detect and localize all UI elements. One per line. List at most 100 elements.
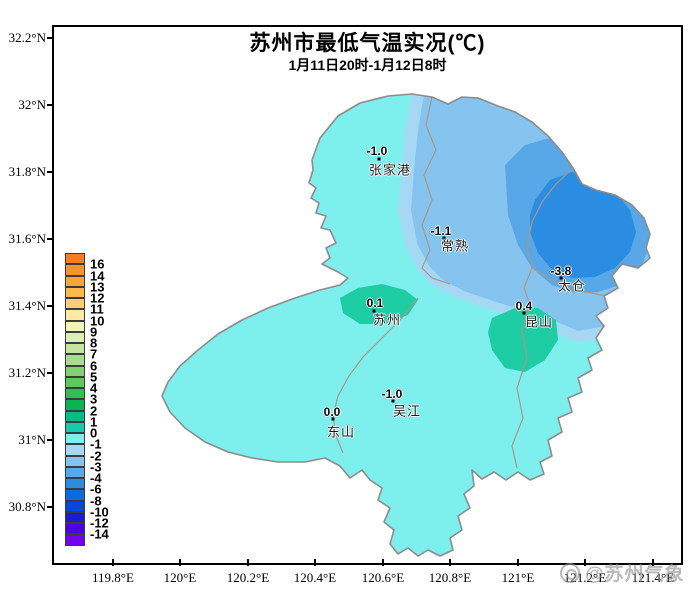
station-value-0: -1.0 — [366, 144, 388, 158]
legend-color-box-12 — [65, 388, 85, 400]
suzhou-map — [161, 93, 651, 557]
page-title: 苏州市最低气温实况(℃) — [249, 32, 486, 55]
legend-label-17: -2 — [90, 448, 102, 463]
lat-tick-mark-1 — [47, 104, 54, 106]
warm-patch-suzhou — [340, 284, 418, 324]
legend-color-box-23 — [65, 511, 85, 523]
legend-label-8: 7 — [90, 346, 98, 362]
legend-label-14: 1 — [90, 414, 98, 430]
page-subtitle: 1月11日20时-1月12日8时 — [288, 57, 447, 73]
lat-tick-label-2: 31.8°N — [8, 164, 46, 179]
lon-tick-mark-4 — [382, 559, 384, 566]
legend-color-box-7 — [65, 331, 85, 343]
legend-label-16: -1 — [90, 436, 102, 452]
lon-tick-mark-7 — [584, 559, 586, 566]
lon-tick-label-5: 120.8°E — [428, 570, 472, 585]
station-dot-0 — [377, 157, 381, 161]
station-dot-1 — [442, 236, 446, 240]
legend-color-box-2 — [65, 275, 85, 287]
lat-tick-label-5: 31.2°N — [8, 365, 46, 380]
lon-tick-mark-8 — [652, 559, 654, 566]
legend-color-box-10 — [65, 365, 85, 377]
legend-color-box-6 — [65, 320, 85, 332]
legend-label-7: 8 — [90, 335, 98, 351]
station-name-1: 常熟 — [440, 238, 470, 254]
legend-color-box-0 — [65, 253, 85, 265]
lat-tick-label-6: 31°N — [18, 432, 46, 447]
lon-tick-label-4: 120.6°E — [361, 570, 405, 585]
lon-tick-label-3: 120.4°E — [293, 570, 337, 585]
lat-tick-label-7: 30.8°N — [8, 499, 46, 514]
legend-color-box-24 — [65, 523, 85, 535]
legend-label-10: 5 — [90, 369, 98, 385]
watermark-text: @苏州气象 — [585, 564, 685, 585]
lat-tick-mark-0 — [47, 37, 54, 39]
legend-color-box-5 — [65, 309, 85, 321]
legend-color-box-14 — [65, 410, 85, 422]
legend-label-23: -12 — [90, 515, 109, 531]
lat-tick-label-3: 31.6°N — [8, 231, 46, 246]
lon-tick-mark-5 — [449, 559, 451, 566]
lat-tick-mark-3 — [47, 238, 54, 240]
legend-color-box-1 — [65, 264, 85, 276]
legend-color-box-17 — [65, 444, 85, 456]
legend-label-21: -8 — [90, 493, 102, 508]
legend-label-22: -10 — [90, 504, 109, 520]
legend-color-box-13 — [65, 399, 85, 411]
lat-tick-mark-4 — [47, 305, 54, 307]
lon-tick-label-0: 119.8°E — [92, 570, 134, 585]
station-value-6: 0.0 — [323, 405, 341, 419]
station-value-1: -1.1 — [430, 224, 452, 238]
legend-color-box-3 — [65, 286, 85, 298]
legend-label-1: 14 — [90, 268, 105, 283]
legend-label-15: 0 — [90, 425, 98, 441]
suzhou-weather-logo-icon — [560, 562, 580, 583]
legend-label-6: 9 — [90, 324, 98, 340]
lon-tick-mark-2 — [247, 559, 249, 566]
station-name-0: 张家港 — [368, 162, 412, 178]
legend-color-box-16 — [65, 433, 85, 445]
station-dot-4 — [522, 311, 526, 315]
station-dot-3 — [372, 309, 376, 313]
legend-color-box-11 — [65, 376, 85, 388]
legend-color-box-25 — [65, 534, 85, 546]
legend-label-3: 12 — [90, 290, 105, 306]
legend-color-box-8 — [65, 343, 85, 355]
lon-tick-label-8: 121.4°E — [631, 570, 675, 585]
station-name-5: 吴江 — [392, 403, 422, 419]
legend-label-24: -14 — [90, 526, 109, 542]
lat-tick-label-1: 32°N — [18, 97, 46, 112]
lat-tick-mark-7 — [47, 506, 54, 508]
lat-tick-label-4: 31.4°N — [8, 298, 46, 313]
legend-label-13: 2 — [90, 403, 98, 418]
lon-tick-mark-0 — [112, 559, 114, 566]
station-value-4: 0.4 — [515, 299, 533, 313]
legend-color-box-4 — [65, 298, 85, 310]
station-name-4: 昆山 — [524, 314, 554, 330]
legend-color-box-15 — [65, 421, 85, 433]
lon-tick-label-2: 120.2°E — [226, 570, 270, 585]
lat-tick-mark-5 — [47, 372, 54, 374]
legend-label-2: 13 — [90, 279, 105, 295]
warm-patch-kunshan — [488, 308, 558, 372]
legend-color-box-21 — [65, 489, 85, 501]
station-value-5: -1.0 — [381, 387, 403, 401]
legend-color-box-22 — [65, 500, 85, 512]
lat-tick-label-0: 32.2°N — [8, 30, 46, 45]
temperature-legend: 16 14 13 12 11 10 9 8 7 6 5 4 3 2 1 0 -1 -2 -3 -4 -6 -8 -10 -12… — [65, 253, 135, 548]
station-value-2: -3.8 — [550, 264, 572, 278]
legend-label-11: 4 — [90, 380, 98, 396]
legend-label-19: -4 — [90, 470, 102, 486]
lon-tick-label-1: 120°E — [163, 570, 197, 585]
lon-tick-mark-3 — [314, 559, 316, 566]
temp-band-coldest — [530, 172, 636, 278]
legend-color-box-9 — [65, 354, 85, 366]
legend-label-5: 10 — [90, 313, 105, 328]
district-boundaries — [332, 96, 607, 469]
legend-color-box-19 — [65, 466, 85, 478]
lon-tick-label-6: 121°E — [501, 570, 535, 585]
legend-label-0: 16 — [90, 256, 105, 272]
station-dot-2 — [559, 276, 563, 280]
legend-label-12: 3 — [90, 391, 98, 407]
